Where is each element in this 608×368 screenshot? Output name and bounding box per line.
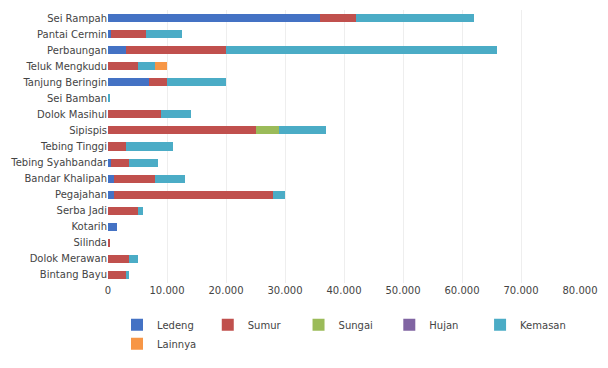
svg-text:10.000: 10.000: [150, 285, 185, 296]
svg-text:50.000: 50.000: [386, 285, 421, 296]
svg-text:30.000: 30.000: [268, 285, 303, 296]
svg-text:Kemasan: Kemasan: [520, 320, 566, 331]
svg-text:Ledeng: Ledeng: [157, 320, 194, 331]
svg-text:Hujan: Hujan: [429, 320, 458, 331]
svg-text:Tebing Tinggi: Tebing Tinggi: [40, 141, 107, 152]
svg-text:Pantai Cermin: Pantai Cermin: [37, 29, 107, 40]
svg-text:Tanjung Beringin: Tanjung Beringin: [22, 77, 107, 88]
svg-text:Sei Bamban: Sei Bamban: [47, 93, 107, 104]
svg-text:Sumur: Sumur: [248, 320, 282, 331]
svg-text:Lainnya: Lainnya: [157, 339, 196, 350]
svg-text:80.000: 80.000: [563, 285, 598, 296]
svg-text:Sipispis: Sipispis: [69, 125, 107, 136]
svg-text:60.000: 60.000: [445, 285, 480, 296]
svg-text:Silinda: Silinda: [74, 237, 108, 248]
svg-text:Bintang Bayu: Bintang Bayu: [40, 269, 107, 280]
svg-text:40.000: 40.000: [327, 285, 362, 296]
svg-text:Perbaungan: Perbaungan: [47, 45, 107, 56]
svg-text:Teluk Mengkudu: Teluk Mengkudu: [25, 61, 107, 72]
svg-text:Serba Jadi: Serba Jadi: [57, 205, 107, 216]
svg-text:Tebing Syahbandar: Tebing Syahbandar: [10, 157, 108, 168]
svg-text:20.000: 20.000: [209, 285, 244, 296]
svg-text:Kotarih: Kotarih: [72, 221, 107, 232]
svg-text:Pegajahan: Pegajahan: [55, 189, 107, 200]
svg-text:70.000: 70.000: [504, 285, 539, 296]
svg-text:Sei Rampah: Sei Rampah: [47, 13, 107, 24]
svg-text:Bandar Khalipah: Bandar Khalipah: [25, 173, 108, 184]
svg-text:0: 0: [105, 285, 111, 296]
svg-text:Dolok Merawan: Dolok Merawan: [30, 253, 107, 264]
svg-text:Sungai: Sungai: [339, 320, 373, 331]
svg-text:Dolok Masihul: Dolok Masihul: [37, 109, 107, 120]
